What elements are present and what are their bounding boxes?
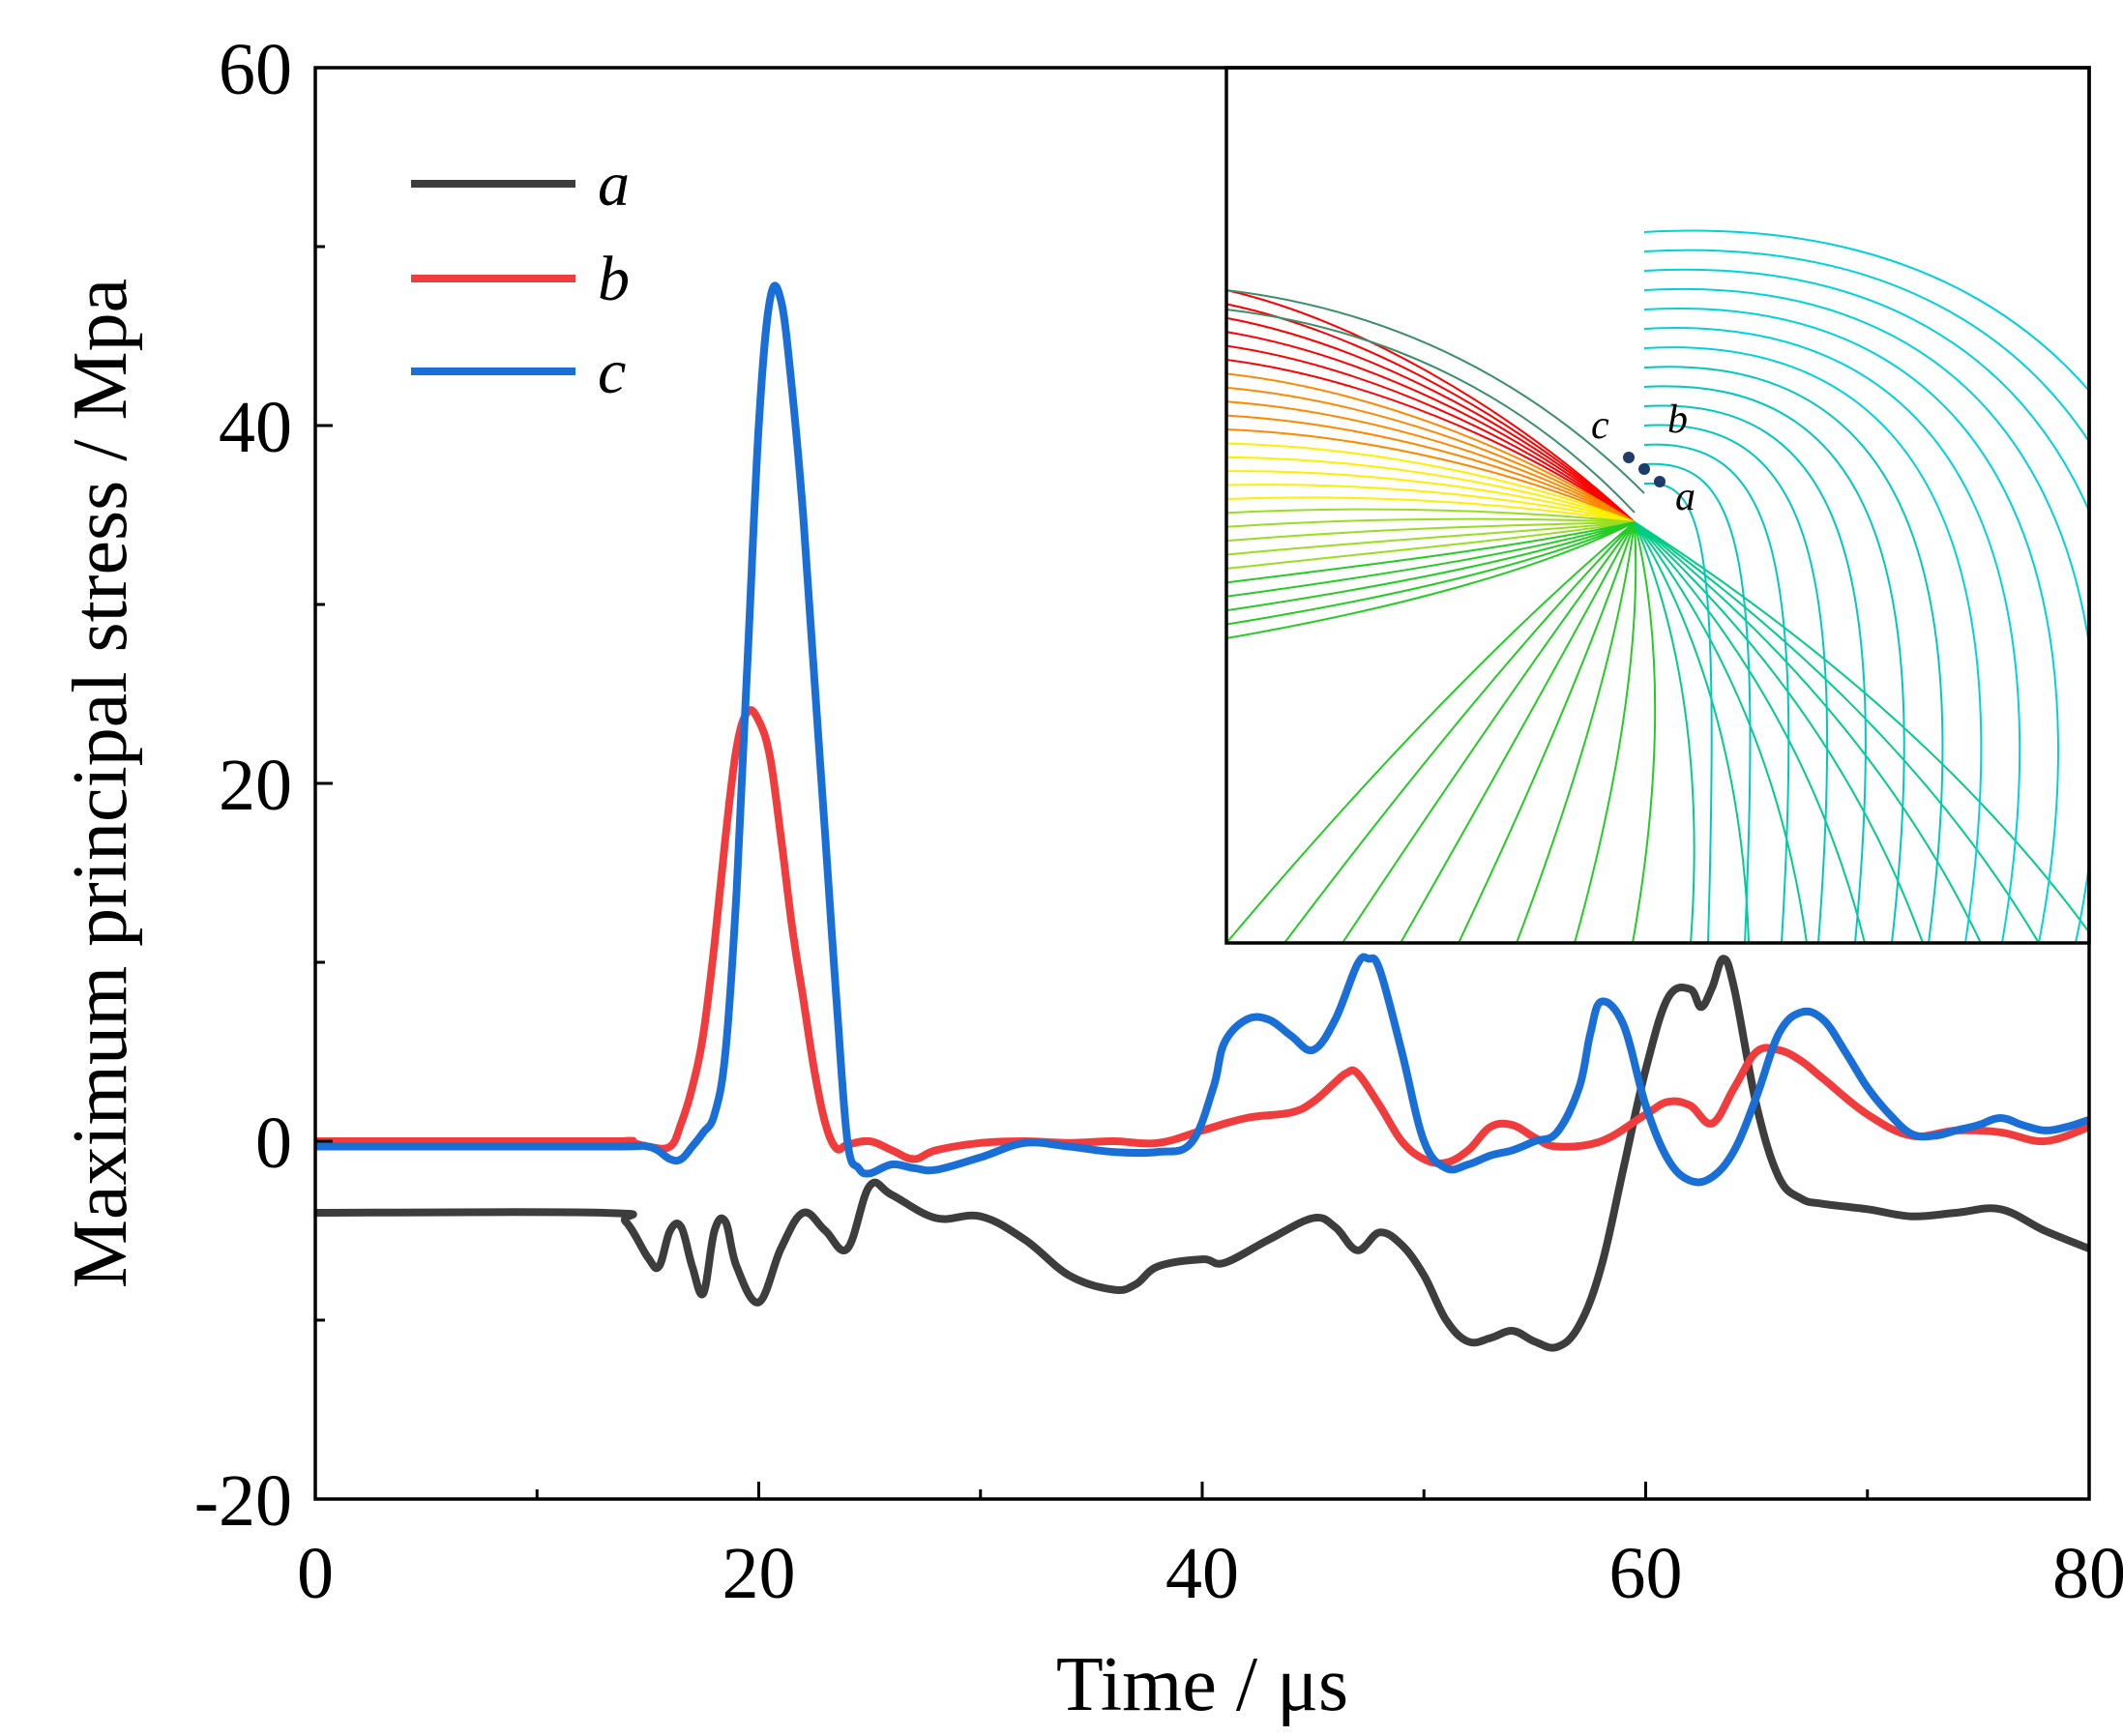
inset-label-a: a [1675,475,1695,519]
contour-line-green [1226,521,1636,943]
contour-line-green [1634,521,1750,943]
contour-line-green [1634,521,1866,943]
contour-line-warm [1226,456,1636,523]
contour-line-cyan [1643,385,1905,943]
contour-line-green [1458,521,1636,943]
contour-line-green [1634,521,2040,943]
series-line-c [315,281,2089,1187]
y-axis-title: Maximum principal stress / Mpa [58,279,143,1288]
contour-line-warm [1226,372,1636,523]
contour-line-cyan [1643,443,1790,943]
legend: a b c [411,149,630,407]
x-tick-labels: 0 20 40 60 80 [297,1533,2123,1614]
contour-line-warm [1226,386,1636,523]
contour-line-cyan [1643,346,1983,943]
contour-line-warm [1226,517,1636,528]
contour-line-green [1634,521,1808,943]
contour-line-warm [1226,521,1636,556]
contour-line-warm [1226,428,1636,523]
contour-line-warm [1226,484,1636,523]
contour-line-warm [1226,521,1636,612]
x-tick-label: 60 [1609,1533,1683,1614]
contour-line-green [1632,521,1657,943]
inset-point-a [1654,476,1666,487]
x-tick-label: 0 [297,1533,334,1614]
contour-line-green [1283,521,1636,943]
legend-label-b: b [598,244,630,314]
contour-line-green [1342,521,1636,943]
contour-line-green [1634,521,1982,943]
contour-line-green [1634,521,1924,943]
contour-line-warm [1226,521,1636,639]
contour-line-warm [1226,442,1636,523]
contour-line-warm [1226,496,1636,523]
contour-line-warm [1226,289,1636,523]
contour-line-cyan [1643,307,2059,943]
inset-contours [1226,229,2089,943]
contour-line-warm [1226,521,1636,626]
contour-line-cyan [1643,462,1752,943]
contour-line-warm [1226,316,1636,523]
y-tick-label: 40 [219,387,292,468]
contour-line-green [1574,521,1637,943]
contour-line-green [1400,521,1636,943]
contour-line-cyan [1643,404,1867,943]
x-tick-label: 40 [1165,1533,1239,1614]
y-tick-label: 60 [219,29,292,110]
legend-label-c: c [598,337,626,407]
contour-line-warm [1226,521,1636,543]
notch-outline [1226,289,1645,494]
contour-line-green [1634,521,1695,943]
contour-line-cyan [1643,229,2089,393]
contour-line-cyan [1643,268,2089,515]
contour-line-warm [1226,521,1636,584]
contour-line-green [1516,521,1636,943]
contour-line-warm [1226,359,1636,523]
ticks [313,66,2091,1501]
contour-line-cyan [1643,366,1944,943]
contour-line-warm [1226,331,1636,523]
inset-label-c: c [1591,403,1609,448]
y-tick-labels: -20 0 20 40 60 [194,29,292,1542]
contour-line-cyan [1643,327,2021,943]
inset-point-c [1623,452,1635,463]
contour-line-cyan [1643,424,1829,943]
y-tick-label: -20 [194,1460,292,1542]
contour-line-cyan [1643,482,1713,943]
contour-line-warm [1226,521,1636,570]
x-axis-title: Time / μs [1056,1642,1348,1727]
x-tick-label: 80 [2052,1533,2123,1614]
y-tick-label: 0 [255,1103,292,1184]
y-tick-label: 20 [219,745,292,826]
inset-contour-plot: c b a [1224,66,2091,945]
contour-line-warm [1226,344,1636,523]
legend-label-a: a [598,149,630,220]
x-tick-label: 20 [722,1533,796,1614]
series-layer [315,281,2089,1352]
contour-line-warm [1226,400,1636,523]
contour-line-warm [1226,521,1636,598]
inset-point-b [1638,463,1650,475]
contour-line-cyan [1643,249,2089,444]
inset-label-b: b [1667,397,1688,442]
notch-outline-inner [1226,309,1636,514]
contour-line-warm [1226,414,1636,523]
series-line-b [315,706,2089,1167]
series-line-a [315,955,2089,1352]
contour-line-cyan [1643,287,2089,943]
contour-line-warm [1226,508,1636,523]
contour-line-warm [1226,470,1636,523]
